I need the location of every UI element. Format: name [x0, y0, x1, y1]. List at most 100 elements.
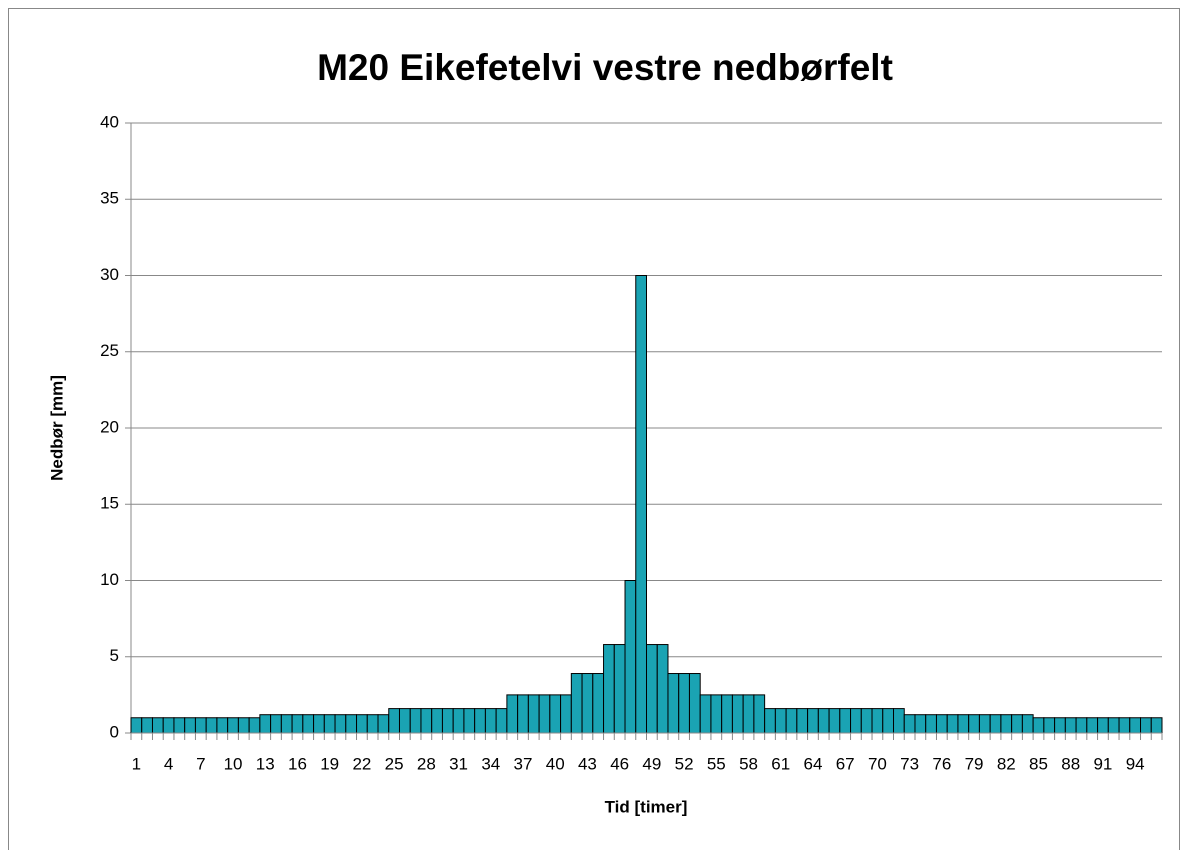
- bar: [678, 673, 690, 734]
- bar: [1129, 717, 1142, 734]
- bar: [334, 714, 347, 734]
- x-tick-label: 34: [481, 754, 500, 773]
- chart-title: M20 Eikefetelvi vestre nedbørfelt: [317, 47, 893, 88]
- y-tick-label: 25: [100, 341, 119, 360]
- x-tick-label: 25: [385, 754, 404, 773]
- x-tick-label: 76: [932, 754, 951, 773]
- bar: [957, 714, 970, 734]
- bar: [667, 673, 680, 734]
- x-tick-label: 88: [1061, 754, 1080, 773]
- bar: [560, 694, 572, 734]
- bar: [570, 673, 583, 734]
- x-tick-label: 52: [675, 754, 694, 773]
- bar: [227, 717, 239, 734]
- bar: [1021, 714, 1034, 734]
- bar: [914, 714, 927, 734]
- bar: [903, 714, 916, 734]
- x-tick-label: 19: [320, 754, 339, 773]
- bar: [871, 708, 884, 734]
- bar: [613, 644, 626, 734]
- x-tick-label: 49: [642, 754, 661, 773]
- bar: [259, 714, 272, 734]
- x-tick-label: 40: [546, 754, 565, 773]
- bar: [1043, 717, 1056, 734]
- x-tick-label: 4: [164, 754, 173, 773]
- x-tick-label: 13: [256, 754, 275, 773]
- bar: [151, 717, 164, 734]
- bar: [1097, 717, 1109, 734]
- bar: [1150, 717, 1163, 734]
- bar: [699, 694, 712, 734]
- y-tick-label: 40: [100, 112, 119, 131]
- bar: [1140, 717, 1152, 734]
- bar: [474, 708, 486, 734]
- bar: [978, 714, 991, 734]
- bar: [635, 275, 648, 734]
- x-tick-label: 55: [707, 754, 726, 773]
- x-tick-label: 64: [804, 754, 823, 773]
- bar: [817, 708, 830, 734]
- bar: [1107, 717, 1120, 734]
- y-tick-label: 20: [100, 417, 119, 436]
- x-tick-label: 73: [900, 754, 919, 773]
- bar: [291, 714, 304, 734]
- bar: [731, 694, 744, 734]
- bar: [366, 714, 379, 734]
- bar: [839, 708, 852, 734]
- bar: [1000, 714, 1013, 734]
- x-axis-label: Tid [timer]: [605, 797, 688, 816]
- bar: [538, 694, 551, 734]
- bar: [409, 708, 422, 734]
- x-tick-label: 67: [836, 754, 855, 773]
- bar: [1011, 714, 1023, 734]
- bar: [377, 714, 390, 734]
- bar: [742, 694, 755, 734]
- x-tick-label: 82: [997, 754, 1016, 773]
- bar: [302, 714, 315, 734]
- bar: [581, 673, 594, 734]
- bar: [388, 708, 400, 734]
- x-tick-label: 58: [739, 754, 758, 773]
- x-tick-label: 10: [224, 754, 243, 773]
- x-tick-label: 46: [610, 754, 629, 773]
- x-tick-label: 37: [514, 754, 533, 773]
- bar: [141, 717, 153, 734]
- y-axis-label: Nedbør [mm]: [47, 375, 66, 481]
- x-tick-label: 22: [352, 754, 371, 773]
- bar: [688, 673, 701, 734]
- bar: [721, 694, 733, 734]
- bar: [968, 714, 980, 734]
- bar: [860, 708, 873, 734]
- bar: [828, 708, 841, 734]
- x-tick-label: 43: [578, 754, 597, 773]
- bar: [527, 694, 540, 734]
- bar: [1086, 717, 1099, 734]
- bar: [1064, 717, 1077, 734]
- x-tick-label: 31: [449, 754, 468, 773]
- x-tick-label: 16: [288, 754, 307, 773]
- y-tick-label: 0: [110, 722, 119, 741]
- bar: [280, 714, 293, 734]
- bar: [130, 717, 143, 734]
- bar: [807, 708, 819, 734]
- y-tick-label: 35: [100, 189, 119, 208]
- x-tick-label: 79: [965, 754, 984, 773]
- x-tick-label: 91: [1093, 754, 1112, 773]
- bar: [431, 708, 443, 734]
- y-tick-label: 15: [100, 494, 119, 513]
- bar: [216, 717, 229, 734]
- bar: [484, 708, 497, 734]
- bar: [495, 708, 508, 734]
- bar: [237, 717, 250, 734]
- bar: [935, 714, 948, 734]
- bar: [764, 708, 776, 734]
- bar: [753, 694, 766, 734]
- bar: [1118, 717, 1131, 734]
- bar: [323, 714, 336, 734]
- bar: [420, 708, 433, 734]
- x-tick-label: 28: [417, 754, 436, 773]
- bar: [441, 708, 454, 734]
- bar: [656, 644, 669, 734]
- bar: [194, 717, 207, 734]
- bar: [774, 708, 787, 734]
